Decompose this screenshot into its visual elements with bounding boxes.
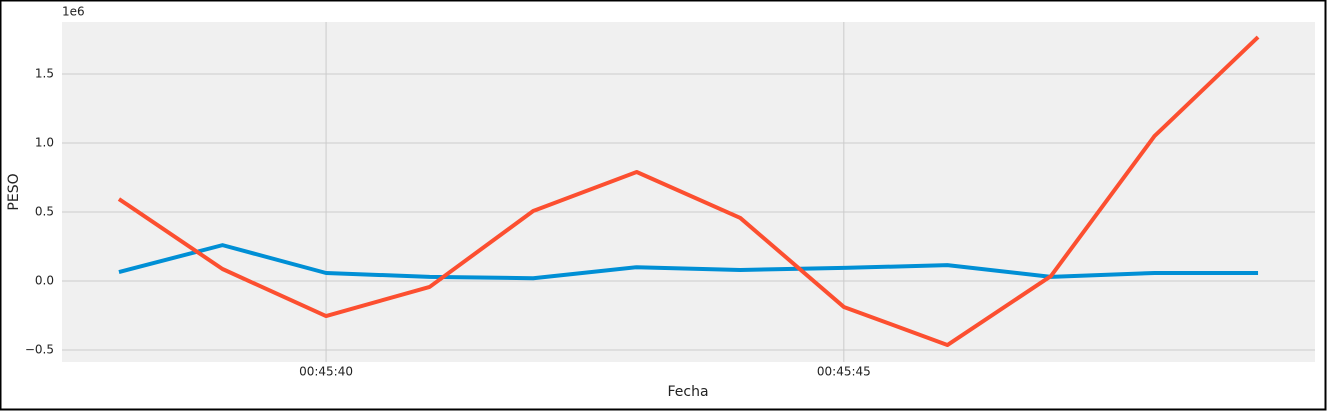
y-tick-label: −0.5 [25, 342, 54, 356]
x-tick-label: 00:45:45 [817, 365, 871, 379]
y-tick-label: 1.0 [35, 136, 54, 150]
y-tick-label: 1.5 [35, 67, 54, 81]
y-axis-label: PESO [6, 173, 22, 210]
line [117, 35, 1260, 348]
y-tick-label: 0.0 [35, 274, 54, 288]
x-axis-label: Fecha [667, 384, 708, 400]
line [118, 243, 1259, 281]
y-tick-label: 0.5 [35, 205, 54, 219]
y-offset-label: 1e6 [62, 5, 85, 19]
plot-area [62, 22, 1315, 362]
x-tick-label: 00:45:40 [299, 365, 353, 379]
